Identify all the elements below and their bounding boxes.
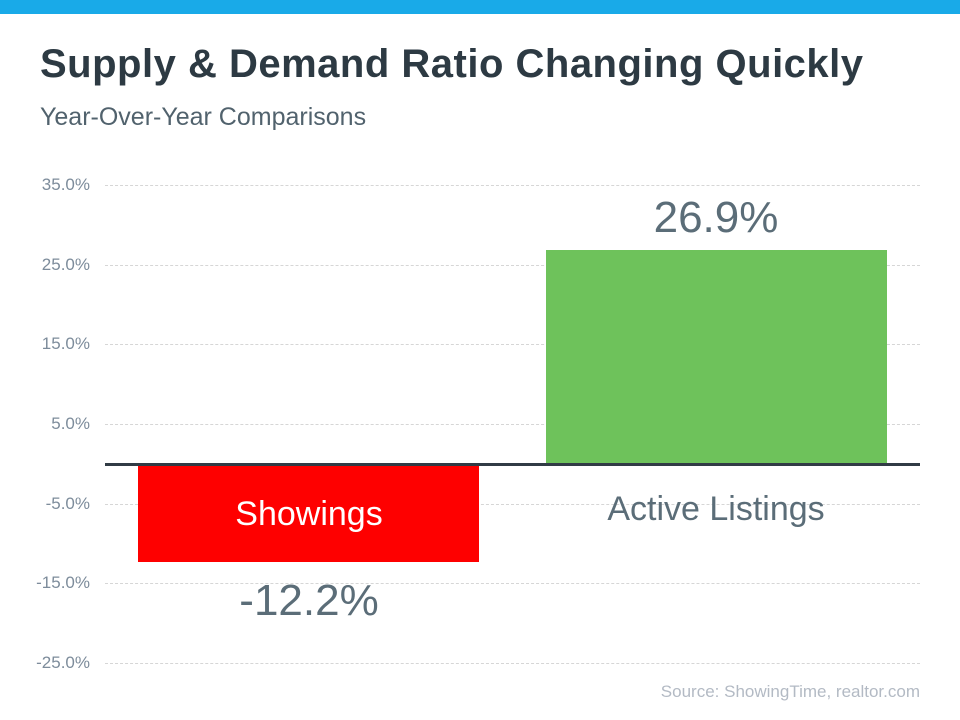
source-attribution: Source: ShowingTime, realtor.com bbox=[660, 682, 920, 701]
gridline-35.0% bbox=[105, 185, 920, 186]
zero-axis-line bbox=[105, 463, 920, 466]
gridline--5.0% bbox=[105, 504, 920, 505]
y-axis-tick-label: 25.0% bbox=[41, 255, 90, 274]
gridline-5.0% bbox=[105, 424, 920, 425]
y-axis-tick-label: 15.0% bbox=[41, 334, 90, 353]
category-label-showings: Showings bbox=[235, 495, 383, 533]
top-accent-bar bbox=[0, 0, 960, 14]
y-axis-tick-label: -5.0% bbox=[45, 494, 90, 513]
y-axis-tick-label: -25.0% bbox=[36, 653, 90, 672]
y-axis-tick-label: 35.0% bbox=[41, 175, 90, 194]
value-label-showings: -12.2% bbox=[239, 576, 379, 625]
gridline--25.0% bbox=[105, 663, 920, 664]
gridline-25.0% bbox=[105, 265, 920, 266]
y-axis-tick-label: 5.0% bbox=[51, 414, 90, 433]
bar-showings bbox=[138, 465, 479, 562]
page-subtitle: Year-Over-Year Comparisons bbox=[40, 103, 367, 131]
value-label-active-listings: 26.9% bbox=[653, 193, 779, 242]
bar-active-listings bbox=[546, 250, 887, 464]
gridline--15.0% bbox=[105, 583, 920, 584]
category-label-active-listings: Active Listings bbox=[607, 490, 825, 528]
gridline-15.0% bbox=[105, 344, 920, 345]
y-axis-tick-label: -15.0% bbox=[36, 573, 90, 592]
page-title: Supply & Demand Ratio Changing Quickly bbox=[40, 42, 864, 86]
